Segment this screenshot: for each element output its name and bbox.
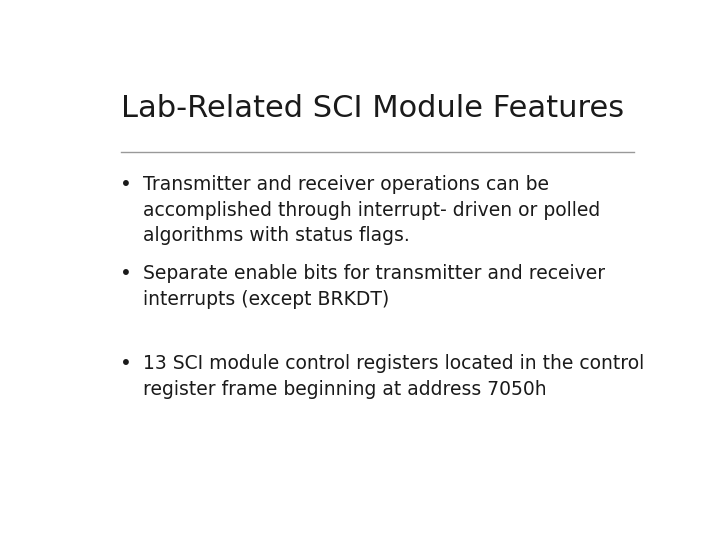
Text: •: •	[120, 175, 132, 194]
Text: Separate enable bits for transmitter and receiver
interrupts (except BRKDT): Separate enable bits for transmitter and…	[143, 265, 605, 309]
Text: •: •	[120, 265, 132, 284]
Text: 13 SCI module control registers located in the control
register frame beginning : 13 SCI module control registers located …	[143, 354, 644, 399]
Text: Lab-Related SCI Module Features: Lab-Related SCI Module Features	[121, 94, 624, 123]
Text: Transmitter and receiver operations can be
accomplished through interrupt- drive: Transmitter and receiver operations can …	[143, 175, 600, 246]
Text: •: •	[120, 354, 132, 373]
